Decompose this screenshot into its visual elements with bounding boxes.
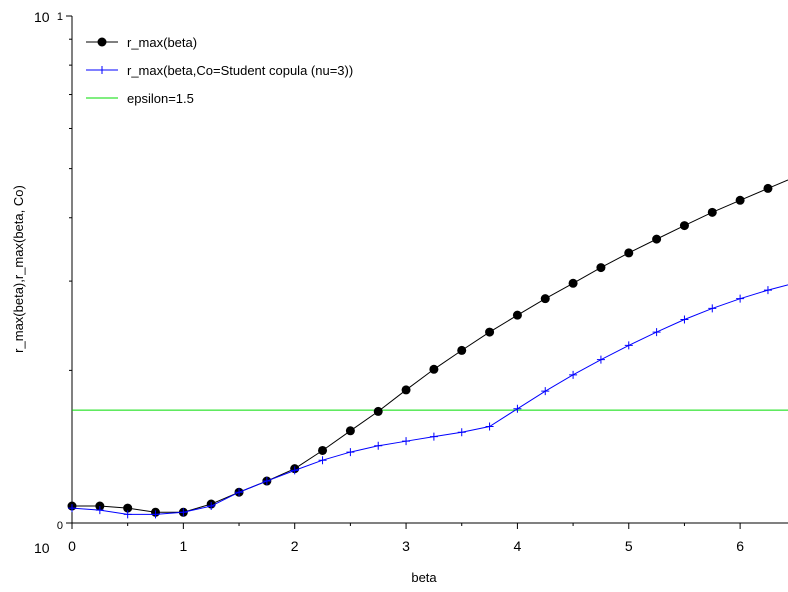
data-point [235,488,244,497]
data-point [457,345,467,355]
series-1 [68,284,788,519]
legend-label: r_max(beta,Co=Student copula (nu=3)) [127,63,353,78]
data-point [318,456,327,465]
y-tick-label-exponent: 0 [57,520,63,532]
data-point [736,294,745,303]
data-point [179,508,188,517]
x-tick-label: 1 [179,538,187,554]
data-point [68,504,76,513]
data-point [373,406,383,416]
data-point [540,294,550,304]
series-layer [67,179,788,519]
x-tick-label: 0 [68,538,76,554]
x-tick-label: 2 [291,538,299,554]
data-point [207,502,216,511]
data-point [735,195,745,205]
axes: 0 1 2 3 4 5 6 10 0 10 1 [34,9,788,556]
y-tick-label-base: 10 [34,540,50,556]
data-point [568,278,578,288]
data-point [569,370,578,379]
data-point [401,385,411,395]
data-point [513,404,522,413]
data-point [346,448,355,457]
data-point [512,310,522,320]
data-point [345,426,355,436]
data-point [680,315,689,324]
data-point [652,234,662,244]
data-point [707,207,717,217]
data-point [485,422,494,431]
x-tick-label: 5 [625,538,633,554]
legend-label: r_max(beta) [127,35,197,50]
series-0 [67,179,788,517]
data-point [402,437,411,446]
data-point [123,503,133,513]
legend-marker [98,66,106,74]
data-point [708,304,717,313]
data-point [95,501,105,511]
data-point [429,432,438,441]
data-point [262,477,271,486]
data-point [763,183,773,193]
data-point [541,387,550,396]
x-tick-label: 3 [402,538,410,554]
legend-label: epsilon=1.5 [127,91,194,106]
data-point [624,341,633,350]
legend: r_max(beta) r_max(beta,Co=Student copula … [86,35,353,106]
data-point [429,364,439,374]
data-point [318,445,328,455]
y-axis-title: r_max(beta),r_max(beta, Co) [11,185,26,353]
data-point [151,510,160,519]
legend-marker [97,37,107,47]
data-point [485,327,495,337]
x-tick-label: 6 [736,538,744,554]
data-point [763,286,772,295]
y-tick-label-base: 10 [34,9,50,25]
data-point [123,510,132,519]
data-point [596,355,605,364]
x-tick-label: 4 [514,538,522,554]
data-point [624,248,634,258]
data-point [652,328,661,337]
x-axis-title: beta [411,570,437,585]
data-point [457,428,466,437]
data-point [679,221,689,231]
series-line [72,179,788,513]
data-point [95,506,104,515]
data-point [374,441,383,450]
y-tick-label-exponent: 1 [57,11,63,23]
data-point [290,466,299,475]
data-point [596,263,606,273]
